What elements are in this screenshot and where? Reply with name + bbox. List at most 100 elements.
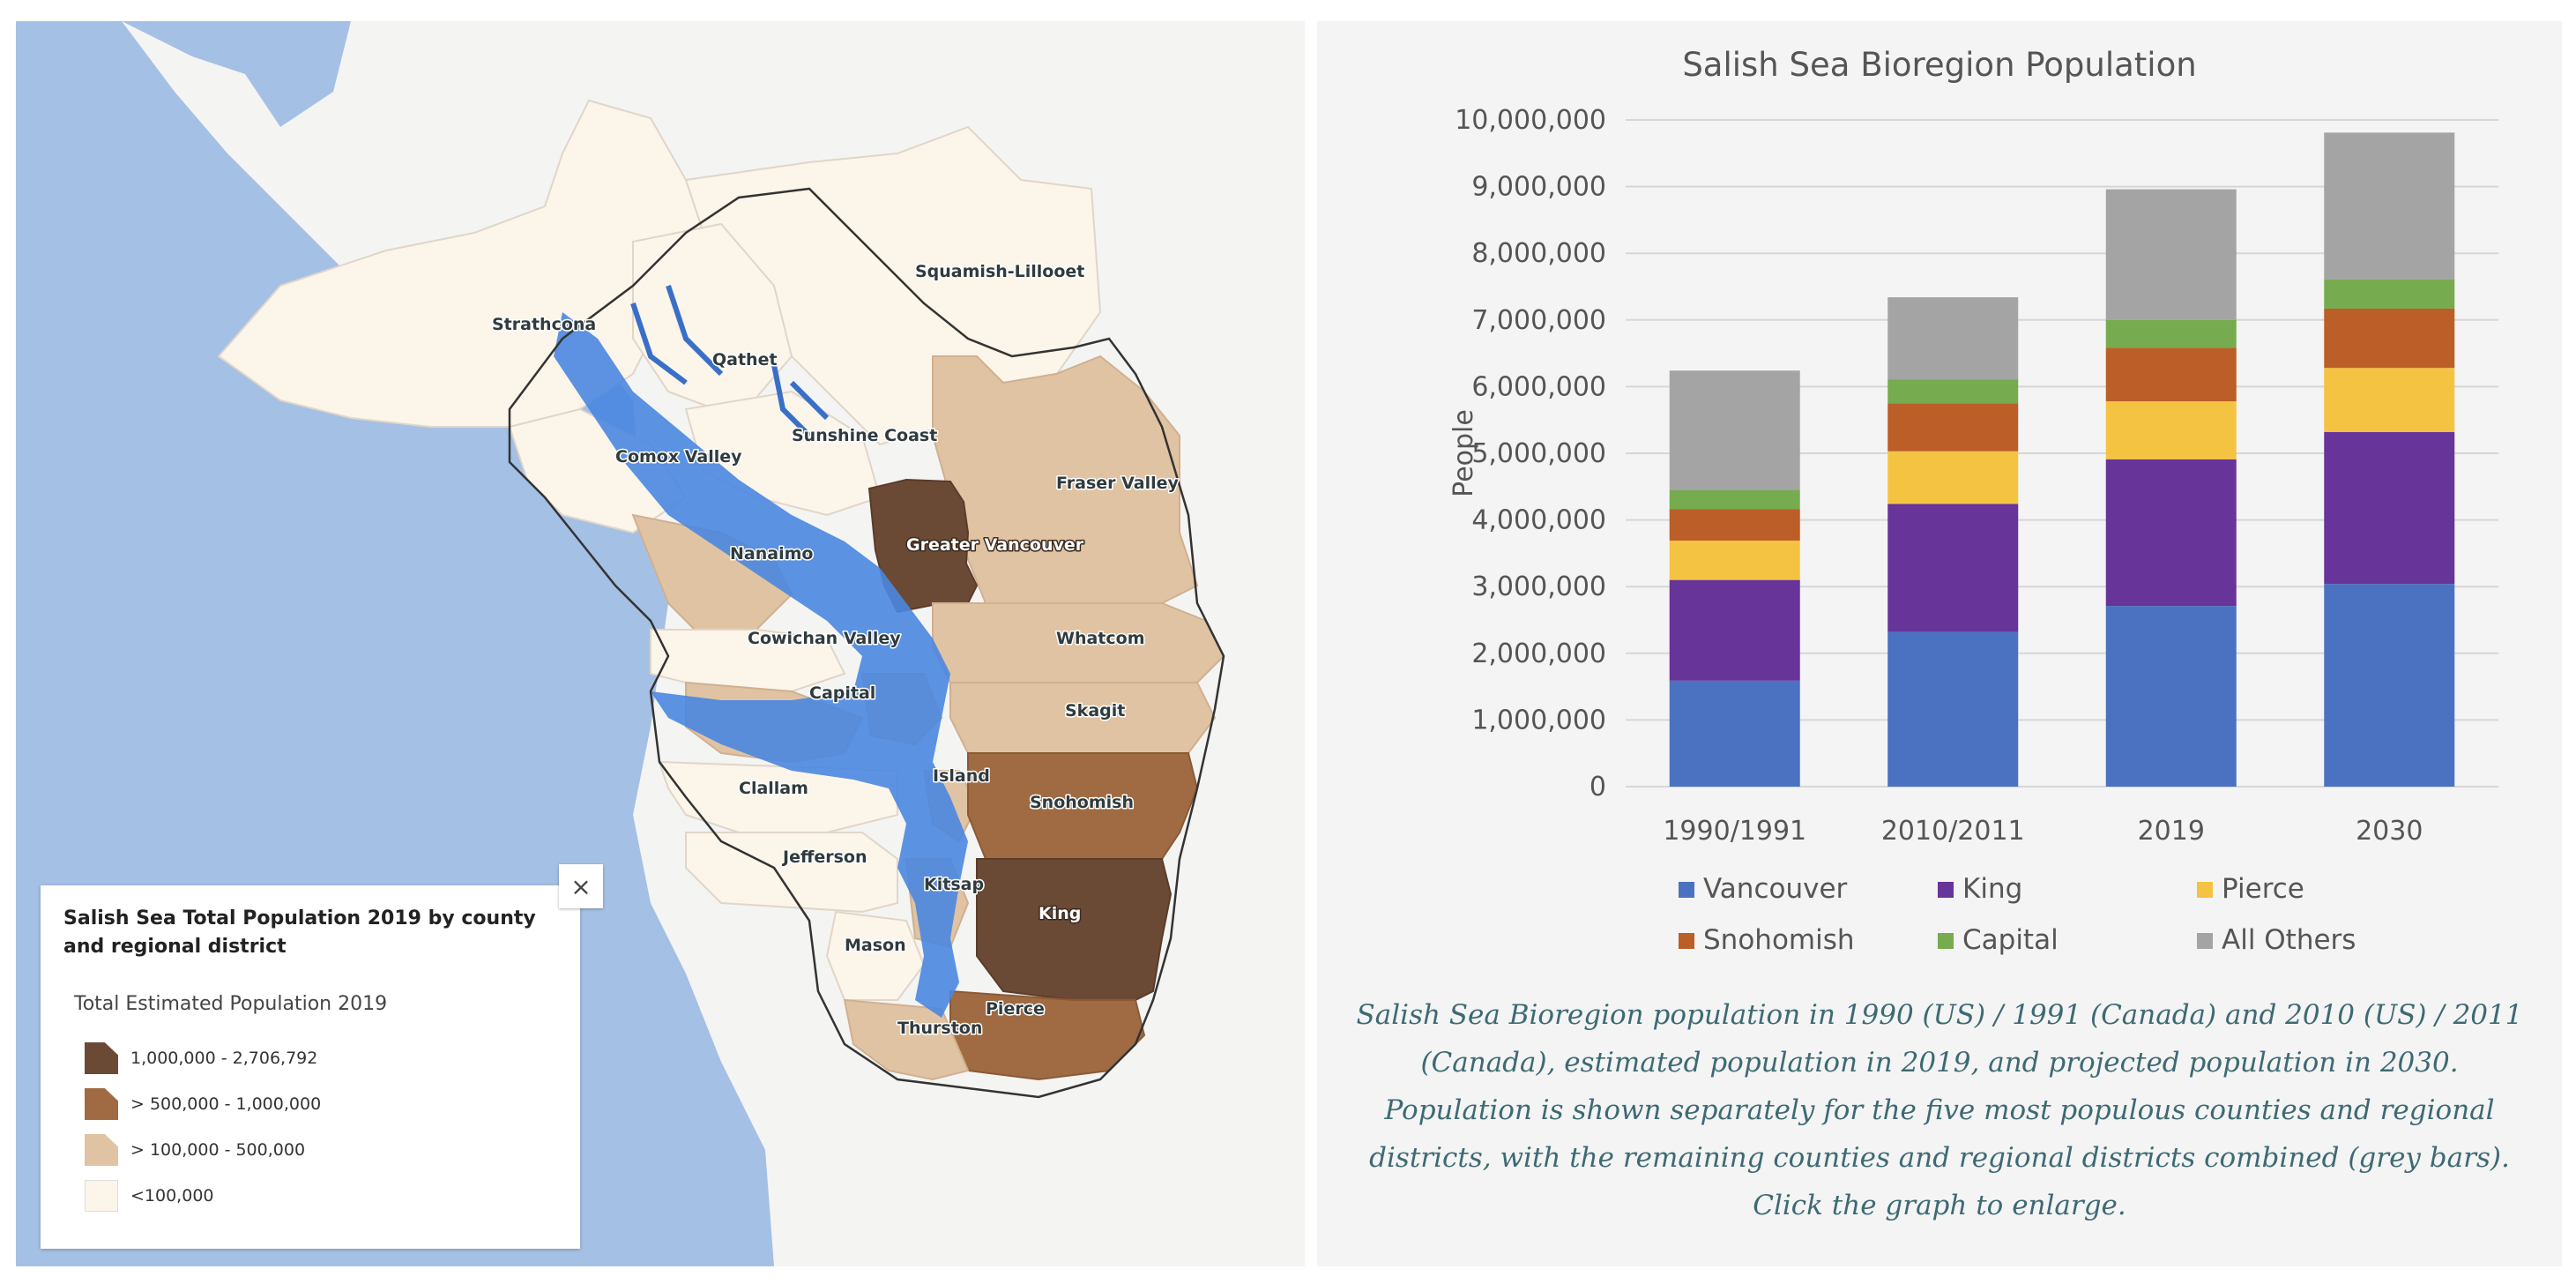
bar-vancouver-0 <box>1669 680 1800 787</box>
y-tick-label: 4,000,000 <box>1471 505 1606 536</box>
bar-snohomish-0 <box>1669 509 1800 541</box>
y-tick-label: 5,000,000 <box>1471 438 1606 469</box>
bars-layer <box>1669 132 2455 787</box>
legend-label-snohomish: Snohomish <box>1703 924 1855 956</box>
bar-all-others-1 <box>1887 297 2019 380</box>
y-axis-label: People <box>1448 409 1479 497</box>
legend-close-button[interactable]: × <box>559 864 603 908</box>
bar-snohomish-2 <box>2105 347 2237 402</box>
y-tick-label: 8,000,000 <box>1471 238 1606 269</box>
bar-snohomish-3 <box>2324 308 2455 369</box>
x-tick-label: 2030 <box>2356 816 2423 847</box>
region-king[interactable] <box>976 858 1173 1001</box>
population-chart[interactable]: Salish Sea Bioregion Population People 0… <box>1317 21 2562 974</box>
map-label-snohomish: Snohomish <box>1030 793 1134 812</box>
x-tick-label: 2019 <box>2138 816 2205 847</box>
bar-pierce-3 <box>2324 368 2455 432</box>
bar-king-3 <box>2324 431 2455 585</box>
legend-item-label: > 100,000 - 500,000 <box>130 1140 306 1160</box>
y-tick-label: 2,000,000 <box>1471 638 1606 669</box>
legend-subtitle: Total Estimated Population 2019 <box>74 993 388 1015</box>
legend-label-capital: Capital <box>1962 924 2059 956</box>
map-label-sunshine-coast: Sunshine Coast <box>792 426 937 445</box>
inlet-water <box>630 285 830 438</box>
map-label-capital: Capital <box>809 683 875 703</box>
legend-item: 1,000,000 - 2,706,792 <box>85 1041 317 1076</box>
bar-all-others-3 <box>2324 132 2455 280</box>
north-coast-water <box>122 21 351 127</box>
legend-label-vancouver: Vancouver <box>1703 873 1848 905</box>
legend-item-label: 1,000,000 - 2,706,792 <box>130 1049 318 1068</box>
map-label-comox-valley: Comox Valley <box>615 447 742 467</box>
legend-swatch-all-others <box>2197 933 2213 949</box>
map-label-skagit: Skagit <box>1065 701 1125 720</box>
bar-king-2 <box>2105 459 2237 607</box>
map-label-cowichan-valley: Cowichan Valley <box>748 629 901 648</box>
bar-vancouver-1 <box>1887 631 2019 787</box>
legend-item: <100,000 <box>85 1178 214 1213</box>
bar-pierce-2 <box>2105 401 2237 459</box>
bar-capital-1 <box>1887 379 2019 404</box>
chart-caption: Salish Sea Bioregion population in 1990 … <box>1356 999 2523 1221</box>
x-tick-layer: 1990/1991 2010/2011 2019 2030 <box>1663 816 2423 847</box>
map-label-thurston: Thurston <box>897 1019 982 1038</box>
legend-item-label: > 500,000 - 1,000,000 <box>130 1094 322 1114</box>
legend-item: > 500,000 - 1,000,000 <box>85 1086 321 1122</box>
chart-title: Salish Sea Bioregion Population <box>1682 46 2196 84</box>
y-tick-label: 6,000,000 <box>1471 371 1606 402</box>
region-mason[interactable] <box>825 910 926 1001</box>
map-label-clallam: Clallam <box>739 779 808 798</box>
legend-item: > 100,000 - 500,000 <box>85 1132 305 1168</box>
legend-item-label: <100,000 <box>130 1186 214 1206</box>
legend-label-king: King <box>1962 873 2022 905</box>
bar-king-0 <box>1669 579 1800 681</box>
bar-all-others-0 <box>1669 370 1800 490</box>
chart-legend: Vancouver King Pierce Snohomish Capital All O… <box>1679 873 2356 956</box>
x-tick-label: 2010/2011 <box>1881 816 2025 847</box>
legend-swatch-pierce <box>2197 882 2213 898</box>
region-qathet[interactable] <box>632 222 793 420</box>
legend-swatch-class3 <box>85 1134 118 1166</box>
y-tick-label: 3,000,000 <box>1471 571 1606 602</box>
map-label-fraser-valley: Fraser Valley <box>1056 474 1180 493</box>
bar-snohomish-1 <box>1887 403 2019 452</box>
y-tick-label: 10,000,000 <box>1455 105 1606 136</box>
bar-vancouver-3 <box>2324 584 2455 787</box>
region-jefferson[interactable] <box>685 832 898 914</box>
legend-swatch-class4 <box>85 1180 118 1212</box>
map-label-king: King <box>1039 904 1081 923</box>
map-view[interactable]: Strathcona Squamish-Lillooet Qathet Suns… <box>16 21 1305 1266</box>
map-legend-panel: Salish Sea Total Population 2019 by coun… <box>41 885 580 1249</box>
legend-swatch-class2 <box>85 1088 118 1120</box>
map-label-island: Island <box>933 766 990 786</box>
bar-all-others-2 <box>2105 189 2237 320</box>
legend-swatch-king <box>1938 882 1954 898</box>
salish-sea-water <box>554 312 968 1018</box>
map-label-qathet: Qathet <box>712 350 778 370</box>
legend-swatch-snohomish <box>1679 933 1694 949</box>
legend-swatch-vancouver <box>1679 882 1694 898</box>
map-label-jefferson: Jefferson <box>781 847 867 867</box>
bar-pierce-1 <box>1887 451 2019 504</box>
map-label-mason: Mason <box>845 936 906 955</box>
y-tick-label: 7,000,000 <box>1471 305 1606 336</box>
legend-swatch-capital <box>1938 933 1954 949</box>
y-tick-label: 9,000,000 <box>1471 172 1606 203</box>
region-snohomish[interactable] <box>967 752 1199 860</box>
map-label-kitsap: Kitsap <box>924 875 984 894</box>
bar-capital-0 <box>1669 489 1800 510</box>
chart-panel[interactable]: Salish Sea Bioregion Population People 0… <box>1317 21 2562 1266</box>
y-tick-label: 0 <box>1590 772 1606 802</box>
bar-king-1 <box>1887 504 2019 632</box>
bar-capital-2 <box>2105 319 2237 348</box>
legend-title: Salish Sea Total Population 2019 by coun… <box>63 907 536 958</box>
bar-pierce-0 <box>1669 541 1800 580</box>
legend-label-all-others: All Others <box>2222 924 2356 956</box>
map-label-whatcom: Whatcom <box>1056 629 1145 648</box>
region-cowichan[interactable] <box>650 629 846 693</box>
map-label-nanaimo: Nanaimo <box>730 544 813 564</box>
map-label-greater-vancouver: Greater Vancouver <box>906 535 1084 555</box>
bioregion-boundary <box>508 187 1225 1099</box>
legend-swatch-class1 <box>85 1042 118 1074</box>
x-tick-label: 1990/1991 <box>1663 816 1806 847</box>
